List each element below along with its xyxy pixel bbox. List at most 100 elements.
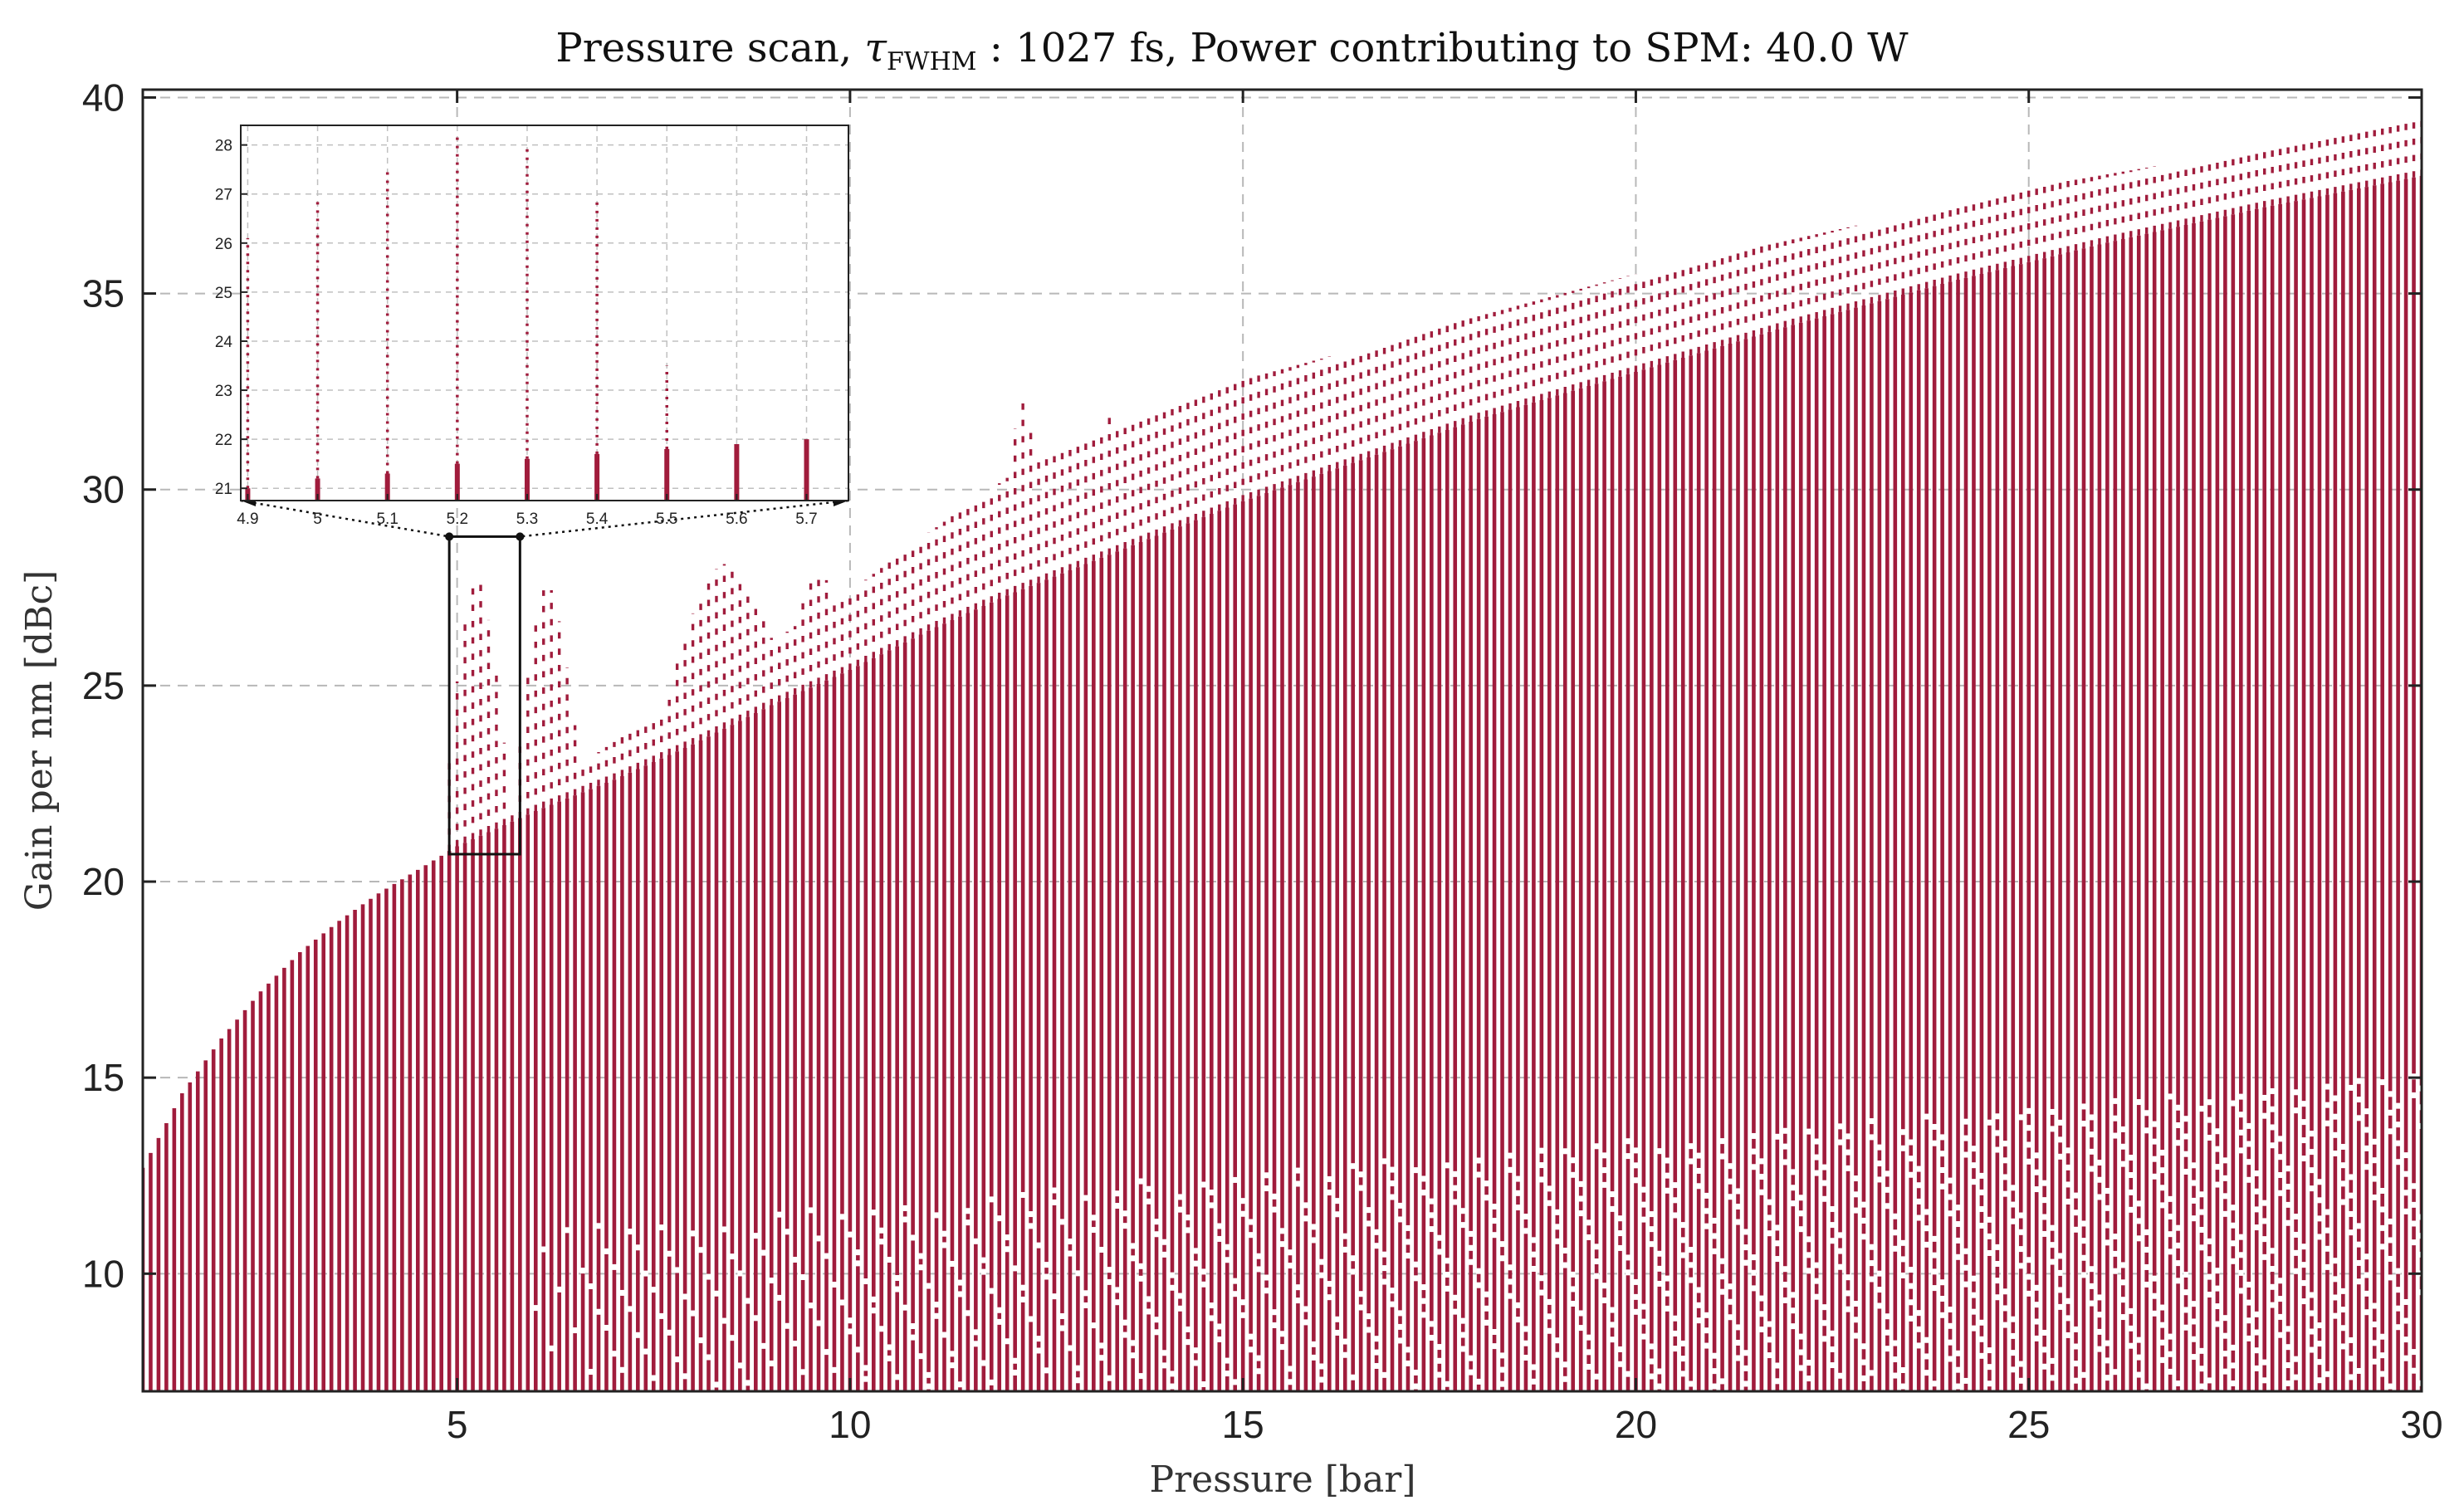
speckle-gap bbox=[1342, 1233, 1348, 1239]
speckle-gap bbox=[926, 1371, 931, 1378]
speckle-gap bbox=[2175, 1224, 2181, 1231]
speckle-gap bbox=[1853, 1207, 1859, 1214]
speckle-gap bbox=[1830, 1238, 1836, 1244]
speckle-gap bbox=[1161, 1239, 1167, 1245]
speckle-gap bbox=[2175, 1242, 2181, 1249]
speckle-gap bbox=[1209, 1315, 1215, 1322]
speckle-gap bbox=[1665, 1172, 1670, 1179]
speckle-gap bbox=[1610, 1205, 1616, 1212]
speckle-gap bbox=[1311, 1341, 1317, 1347]
speckle-gap bbox=[1554, 1238, 1560, 1244]
speckle-gap bbox=[2057, 1119, 2063, 1126]
speckle-gap bbox=[2356, 1241, 2362, 1248]
speckle-gap bbox=[1860, 1343, 1866, 1350]
speckle-gap bbox=[1397, 1202, 1403, 1209]
speckle-gap bbox=[1334, 1211, 1340, 1218]
speckle-gap bbox=[1790, 1200, 1796, 1207]
speckle-gap bbox=[1122, 1332, 1128, 1338]
speckle-gap bbox=[2018, 1263, 2024, 1269]
speckle-gap bbox=[1743, 1381, 1748, 1387]
speckle-gap bbox=[1948, 1210, 1953, 1217]
speckle-gap bbox=[1719, 1153, 1725, 1160]
speckle-gap bbox=[2364, 1290, 2369, 1297]
speckle-gap bbox=[2411, 1092, 2417, 1098]
speckle-gap bbox=[1806, 1252, 1811, 1258]
speckle-gap bbox=[1649, 1211, 1655, 1218]
speckle-gap bbox=[1656, 1383, 1662, 1390]
speckle-gap bbox=[1876, 1270, 1882, 1277]
speckle-gap bbox=[1429, 1226, 1435, 1233]
speckle-gap bbox=[1122, 1210, 1128, 1217]
speckle-gap bbox=[1853, 1175, 1859, 1182]
speckle-gap bbox=[2222, 1351, 2228, 1357]
speckle-gap bbox=[2379, 1206, 2385, 1213]
speckle-gap bbox=[1169, 1371, 1175, 1377]
speckle-gap bbox=[2018, 1246, 2024, 1253]
speckle-gap bbox=[1860, 1217, 1866, 1224]
speckle-gap bbox=[1735, 1355, 1741, 1361]
speckle-gap bbox=[1240, 1210, 1246, 1217]
speckle-gap bbox=[973, 1329, 979, 1336]
speckle-gap bbox=[1704, 1223, 1709, 1229]
speckle-gap bbox=[1821, 1164, 1827, 1170]
speckle-gap bbox=[1327, 1281, 1332, 1288]
speckle-gap bbox=[1994, 1244, 2000, 1250]
speckle-gap bbox=[792, 1256, 798, 1263]
speckle-gap bbox=[611, 1351, 617, 1357]
speckle-gap bbox=[1114, 1299, 1120, 1306]
speckle-gap bbox=[2120, 1161, 2126, 1167]
speckle-gap bbox=[2050, 1108, 2056, 1115]
speckle-gap bbox=[2316, 1179, 2322, 1185]
speckle-gap bbox=[1751, 1148, 1757, 1155]
speckle-gap bbox=[2057, 1269, 2063, 1276]
speckle-gap bbox=[1814, 1154, 1820, 1161]
speckle-gap bbox=[1916, 1310, 1922, 1317]
speckle-gap bbox=[2348, 1174, 2354, 1180]
speckle-gap bbox=[1303, 1202, 1308, 1209]
speckle-gap bbox=[2364, 1108, 2369, 1115]
speckle-gap bbox=[729, 1335, 735, 1341]
speckle-gap bbox=[1924, 1241, 1929, 1248]
speckle-gap bbox=[2230, 1222, 2236, 1229]
speckle-gap bbox=[941, 1242, 947, 1249]
speckle-gap bbox=[2120, 1262, 2126, 1268]
speckle-gap bbox=[2041, 1230, 2047, 1237]
speckle-gap bbox=[1499, 1366, 1505, 1373]
speckle-gap bbox=[1994, 1130, 2000, 1136]
speckle-gap bbox=[1814, 1262, 1820, 1268]
speckle-gap bbox=[2010, 1201, 2016, 1208]
speckle-gap bbox=[1774, 1224, 1780, 1231]
speckle-gap bbox=[2089, 1114, 2095, 1121]
speckle-gap bbox=[2301, 1244, 2307, 1250]
speckle-gap bbox=[1712, 1218, 1718, 1224]
speckle-gap bbox=[1916, 1182, 1922, 1189]
speckle-gap bbox=[1633, 1162, 1639, 1169]
speckle-gap bbox=[1633, 1278, 1639, 1285]
speckle-gap bbox=[1318, 1258, 1324, 1265]
speckle-gap bbox=[1390, 1288, 1396, 1294]
speckle-gap bbox=[2191, 1162, 2197, 1169]
speckle-gap bbox=[1279, 1241, 1285, 1248]
speckle-gap bbox=[2293, 1268, 2299, 1274]
speckle-gap bbox=[2293, 1249, 2299, 1256]
speckle-gap bbox=[2191, 1354, 2197, 1361]
speckle-gap bbox=[1892, 1356, 1898, 1363]
speckle-gap bbox=[785, 1322, 790, 1329]
speckle-gap bbox=[839, 1299, 845, 1306]
speckle-gap bbox=[2214, 1164, 2220, 1170]
speckle-gap bbox=[1562, 1262, 1568, 1268]
speckle-gap bbox=[1900, 1145, 1906, 1151]
speckle-gap bbox=[2309, 1131, 2315, 1137]
speckle-gap bbox=[2270, 1087, 2276, 1094]
speckle-gap bbox=[604, 1324, 609, 1331]
speckle-gap bbox=[2261, 1094, 2267, 1101]
speckle-gap bbox=[2301, 1262, 2307, 1268]
speckle-gap bbox=[1216, 1336, 1222, 1342]
inset-x-tick-label: 5.6 bbox=[726, 511, 747, 528]
speckle-gap bbox=[1625, 1269, 1630, 1276]
speckle-gap bbox=[2388, 1237, 2393, 1244]
speckle-gap bbox=[1821, 1304, 1827, 1311]
speckle-gap bbox=[1955, 1350, 1961, 1356]
speckle-gap bbox=[1381, 1371, 1387, 1378]
speckle-gap bbox=[2372, 1138, 2378, 1145]
